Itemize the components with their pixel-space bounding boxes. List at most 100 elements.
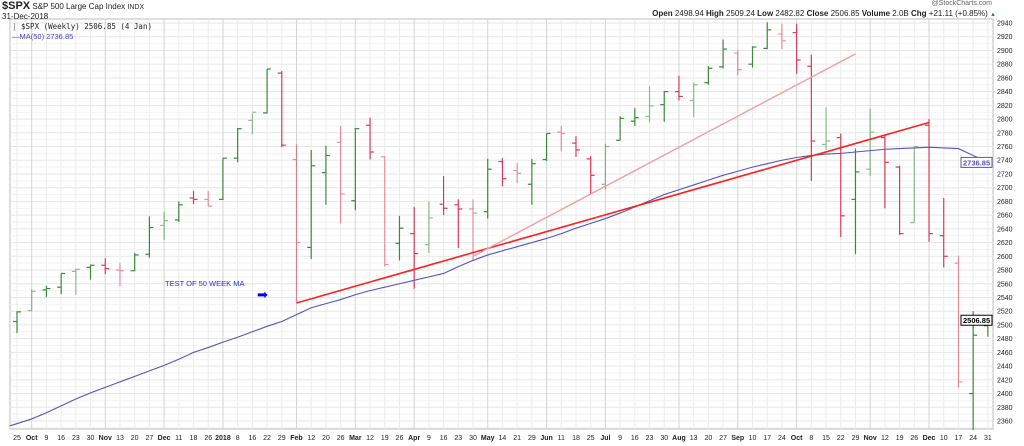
- x-tick-label: Jul: [600, 435, 610, 442]
- x-tick-label: 9: [618, 435, 622, 442]
- x-tick-label: 8: [236, 435, 240, 442]
- x-tick-label: 16: [248, 435, 256, 442]
- ohlc-bar: [836, 133, 845, 238]
- x-tick-label: 30: [469, 435, 477, 442]
- x-tick-label: 8: [809, 435, 813, 442]
- ohlc-bar: [366, 117, 375, 160]
- ohlc-bar: [586, 156, 595, 194]
- y-tick-label: 2560: [997, 281, 1013, 288]
- ohlc-bar: [160, 211, 169, 240]
- x-tick-label: Sep: [731, 435, 744, 442]
- ohlc-bar: [866, 108, 875, 177]
- y-tick-label: 2580: [997, 268, 1013, 275]
- legend-ma: —MA(50) 2736.85: [12, 32, 73, 41]
- x-tick-label: 19: [896, 435, 904, 442]
- ohlc-bar: [292, 144, 301, 303]
- x-tick-label: 23: [72, 435, 80, 442]
- ohlc-bar: [351, 127, 360, 211]
- y-tick-label: 2420: [997, 377, 1013, 384]
- ohlc-bar: [263, 68, 272, 114]
- ohlc-bar: [895, 165, 904, 236]
- x-tick-label: 26: [910, 435, 918, 442]
- ohlc-bar: [13, 311, 21, 334]
- x-tick-label: 9: [427, 435, 431, 442]
- y-tick-label: 2800: [997, 117, 1013, 124]
- y-tick-label: 2900: [997, 48, 1013, 55]
- x-tick-label: 9: [44, 435, 48, 442]
- y-tick-label: 2680: [997, 199, 1013, 206]
- x-tick-label: 26: [337, 435, 345, 442]
- overlay-lines: [9, 53, 989, 427]
- x-tick-label: 10: [749, 435, 757, 442]
- legend-ma-text: MA(50) 2736.85: [19, 32, 74, 41]
- y-tick-label: 2820: [997, 103, 1013, 110]
- x-tick-label: 13: [116, 435, 124, 442]
- ohlc-bar: [380, 156, 389, 267]
- x-tick-label: 22: [837, 435, 845, 442]
- x-tick-label: Feb: [290, 435, 302, 442]
- x-tick-label: 10: [940, 435, 948, 442]
- y-tick-label: 2780: [997, 130, 1013, 137]
- bar-icon: |: [12, 22, 17, 31]
- ohlc-bar: [689, 82, 698, 118]
- ohlc-bar: [336, 125, 345, 224]
- x-tick-label: Jun: [540, 435, 552, 442]
- x-tick-label: Nov: [99, 435, 112, 442]
- ohlc-bar: [601, 143, 610, 190]
- x-tick-label: 29: [852, 435, 860, 442]
- support-trendline: [296, 121, 930, 304]
- ohlc-bar: [792, 23, 801, 74]
- ohlc-bar: [395, 215, 404, 261]
- x-tick-label: 26: [396, 435, 404, 442]
- x-tick-label: 24: [778, 435, 786, 442]
- ohlc-bar: [733, 50, 742, 76]
- x-tick-label: 22: [263, 435, 271, 442]
- ohlc-bar: [498, 158, 507, 187]
- y-tick-label: 2440: [997, 364, 1013, 371]
- ohlc-readout: Open 2498.94 High 2509.24 Low 2482.82 Cl…: [652, 9, 996, 20]
- y-tick-label: 2880: [997, 62, 1013, 69]
- volume-label: Volume: [861, 9, 891, 18]
- x-tick-label: 27: [719, 435, 727, 442]
- x-tick-label: 30: [87, 435, 95, 442]
- x-tick-label: May: [481, 435, 495, 442]
- ohlc-bar: [101, 258, 110, 275]
- x-tick-label: 25: [587, 435, 595, 442]
- last-value-tags: 2736.85 2506.85: [960, 156, 993, 326]
- y-tick-label: 2700: [997, 185, 1013, 192]
- ohlc-bar: [851, 148, 860, 255]
- y-tick-label: 2940: [997, 21, 1013, 28]
- symbol: $SPX: [2, 0, 31, 12]
- ma-last-value: 2736.85: [963, 158, 990, 167]
- x-tick-label: 12: [307, 435, 315, 442]
- y-tick-label: 2540: [997, 295, 1013, 302]
- low-value: 2482.82: [775, 9, 805, 18]
- legend-price-text: $SPX (Weekly) 2506.85 (4 Jan): [21, 22, 152, 31]
- ohlc-bar: [954, 255, 963, 388]
- ohlc-bar: [910, 145, 919, 224]
- line-icon: —: [12, 32, 20, 41]
- y-tick-label: 2500: [997, 322, 1013, 329]
- ohlc-bar: [513, 162, 522, 183]
- ohlc-bar: [57, 272, 66, 295]
- ohlc-bar: [571, 136, 580, 157]
- x-tick-label: 14: [499, 435, 507, 442]
- x-tick-label: 16: [631, 435, 639, 442]
- x-tick-label: 17: [763, 435, 771, 442]
- ohlc-bar: [248, 111, 257, 135]
- y-tick-label: 2360: [997, 418, 1013, 425]
- ohlc-bar: [115, 263, 124, 286]
- ohlc-bar: [27, 289, 36, 312]
- ohlc-bar: [321, 145, 330, 205]
- x-tick-label: 23: [454, 435, 462, 442]
- x-tick-label: 19: [381, 435, 389, 442]
- ohlc-bar: [307, 149, 316, 260]
- y-tick-label: 2660: [997, 213, 1013, 220]
- x-tick-label: 18: [572, 435, 580, 442]
- chart-title: $SPX S&P 500 Large Cap Index INDX: [2, 0, 144, 14]
- open-value: 2498.94: [674, 9, 704, 18]
- ohlc-bar: [218, 157, 227, 201]
- y-tick-label: 2400: [997, 391, 1013, 398]
- ohlc-bar: [527, 158, 536, 205]
